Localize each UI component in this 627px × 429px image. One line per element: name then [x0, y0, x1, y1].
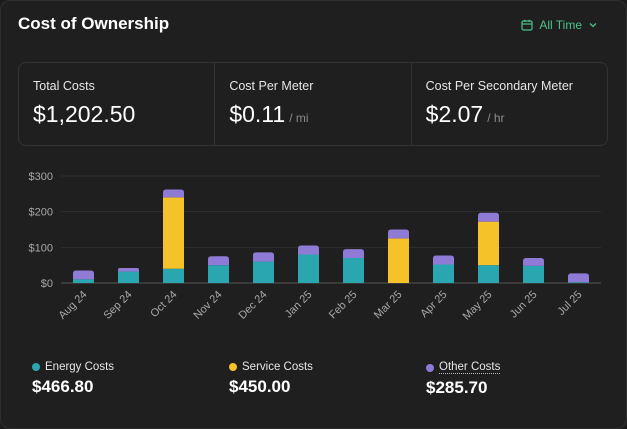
x-tick-label: Mar 25 — [372, 289, 405, 322]
bar-segment-energy-costs — [208, 265, 229, 283]
total-costs-value: $1,202.50 — [33, 101, 136, 127]
y-tick-label: $0 — [41, 278, 53, 290]
bar-segment-energy-costs — [568, 282, 589, 283]
cost-per-meter-row: $0.11/ mi — [229, 101, 410, 128]
bar-segment-other-costs — [388, 229, 409, 239]
legend-service-label: Service Costs — [242, 361, 313, 373]
card-title: Cost of Ownership — [18, 14, 170, 33]
legend-energy: Energy Costs $466.80 — [32, 361, 114, 397]
x-tick-label: Apr 25 — [418, 289, 449, 320]
chart-legend: Energy Costs $466.80 Service Costs $450.… — [1, 361, 627, 421]
bar-segment-service-costs — [388, 238, 409, 283]
bar-segment-energy-costs — [298, 254, 319, 283]
bar-segment-other-costs — [208, 256, 229, 266]
bar-segment-other-costs — [163, 189, 184, 198]
legend-other-label[interactable]: Other Costs — [439, 361, 501, 374]
total-costs-stat: Total Costs $1,202.50 — [19, 63, 216, 145]
cost-per-meter-unit: / mi — [289, 111, 309, 125]
service-dot — [229, 363, 237, 371]
total-costs-label: Total Costs — [33, 79, 95, 93]
date-range-selector[interactable]: All Time — [521, 16, 598, 34]
legend-other[interactable]: Other Costs $285.70 — [426, 361, 501, 398]
bar-segment-other-costs — [568, 273, 589, 283]
cost-per-secondary-meter-value: $2.07 — [425, 101, 484, 127]
x-tick-label: Dec 24 — [236, 289, 269, 322]
x-tick-label: Jul 25 — [555, 289, 584, 318]
x-tick-label: Jan 25 — [283, 289, 315, 321]
legend-energy-value: $466.80 — [32, 377, 94, 396]
bar-segment-other-costs — [523, 258, 544, 266]
bar-segment-other-costs — [298, 245, 319, 255]
cost-per-secondary-meter-row: $2.07/ hr — [426, 101, 607, 128]
bar-segment-energy-costs — [118, 271, 139, 283]
cost-per-secondary-meter-unit: / hr — [487, 111, 505, 125]
bar-segment-energy-costs — [433, 264, 454, 283]
bar-segment-other-costs — [253, 252, 274, 262]
other-dot — [426, 363, 434, 372]
legend-service: Service Costs $450.00 — [229, 361, 313, 397]
cost-per-secondary-meter-stat: Cost Per Secondary Meter $2.07/ hr — [412, 63, 607, 145]
bar-segment-energy-costs — [73, 279, 94, 283]
date-range-label: All Time — [539, 18, 582, 32]
cost-per-secondary-meter-label: Cost Per Secondary Meter — [425, 79, 573, 93]
x-tick-label: May 25 — [461, 289, 495, 323]
legend-energy-label: Energy Costs — [45, 361, 115, 373]
bar-segment-other-costs — [478, 212, 499, 222]
bar-segment-energy-costs — [163, 268, 184, 283]
x-tick-label: Sep 24 — [101, 289, 134, 322]
bar-segment-other-costs — [118, 268, 139, 272]
x-tick-label: Nov 24 — [191, 289, 224, 322]
y-tick-label: $200 — [29, 207, 53, 219]
x-tick-label: Feb 25 — [327, 289, 360, 322]
cost-per-meter-label: Cost Per Meter — [229, 79, 314, 93]
bar-segment-energy-costs — [253, 261, 274, 283]
bar-segment-energy-costs — [523, 265, 544, 283]
calendar-icon — [521, 19, 533, 31]
x-tick-label: Jun 25 — [508, 289, 540, 321]
legend-other-value: $285.70 — [426, 378, 488, 397]
stats-panel: Total Costs $1,202.50 Cost Per Meter $0.… — [18, 62, 608, 146]
x-tick-label: Aug 24 — [56, 289, 89, 322]
bar-segment-service-costs — [478, 221, 499, 266]
x-tick-label: Oct 24 — [148, 289, 179, 320]
bar-segment-energy-costs — [478, 265, 499, 283]
cost-bar-chart: $0 $100 $200 $300 Aug 24 Sep 24 Oct 24 Nov 24 De… — [29, 171, 601, 323]
cost-per-meter-stat: Cost Per Meter $0.11/ mi — [215, 63, 412, 145]
bar-segment-other-costs — [73, 270, 94, 280]
y-tick-label: $100 — [29, 242, 53, 254]
y-tick-label: $300 — [29, 171, 53, 183]
bar-segment-other-costs — [433, 255, 454, 265]
bar-segment-service-costs — [163, 197, 184, 269]
energy-dot — [32, 363, 40, 371]
bar-segment-energy-costs — [343, 258, 364, 283]
chevron-down-icon — [588, 20, 598, 30]
cost-per-meter-value: $0.11 — [229, 101, 286, 127]
legend-service-value: $450.00 — [229, 377, 291, 396]
bar-segment-other-costs — [343, 249, 364, 259]
